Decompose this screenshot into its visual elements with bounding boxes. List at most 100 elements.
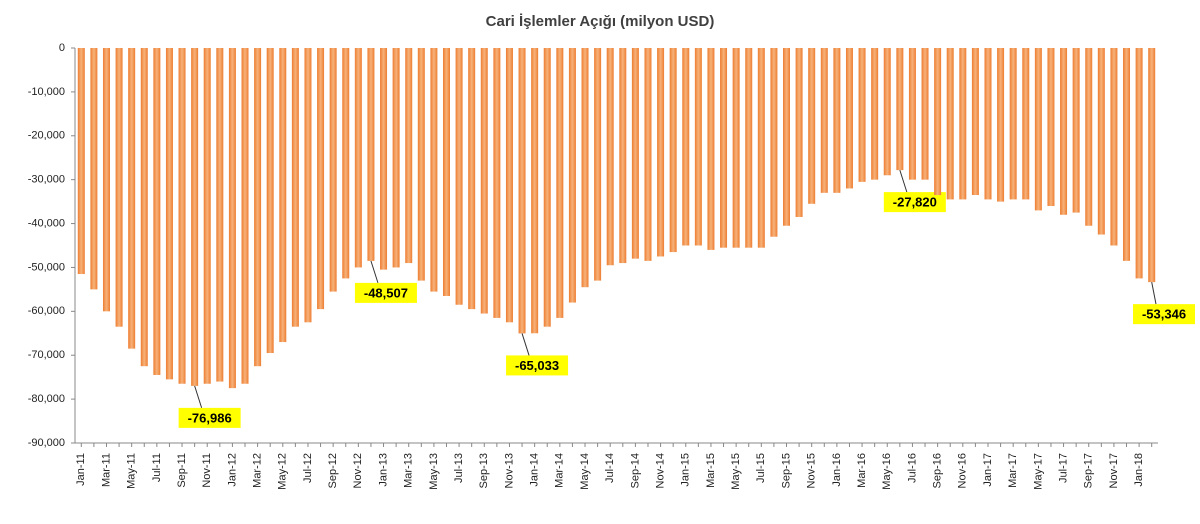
bar — [342, 48, 350, 279]
x-tick-label: May-16 — [881, 453, 893, 490]
bar — [468, 48, 476, 310]
bar — [631, 48, 639, 259]
bar — [858, 48, 866, 182]
y-tick-label: -20,000 — [28, 130, 65, 142]
bar — [228, 48, 236, 389]
bar — [845, 48, 853, 189]
bar — [266, 48, 274, 354]
bar — [808, 48, 816, 204]
bar — [1097, 48, 1105, 235]
bar — [770, 48, 778, 237]
bar — [568, 48, 576, 303]
bar — [128, 48, 136, 349]
bar — [745, 48, 753, 248]
bar — [480, 48, 488, 314]
x-tick-label: Jan-11 — [75, 453, 87, 486]
leader-line — [1151, 282, 1157, 305]
bar — [669, 48, 677, 253]
bar — [820, 48, 828, 193]
leader-line — [899, 169, 908, 193]
bar — [430, 48, 438, 292]
bar — [946, 48, 954, 200]
y-tick-label: 0 — [59, 42, 65, 54]
label-box — [178, 407, 241, 428]
value-label: -48,507 — [364, 285, 408, 300]
x-tick-label: Mar-17 — [1007, 453, 1019, 488]
bar — [1022, 48, 1030, 200]
bar — [392, 48, 400, 268]
bar — [279, 48, 287, 343]
bar — [997, 48, 1005, 202]
bar — [921, 48, 929, 180]
bar — [556, 48, 564, 318]
bar — [984, 48, 992, 200]
bar — [1110, 48, 1118, 246]
bar — [795, 48, 803, 217]
bar — [732, 48, 740, 248]
x-tick-label: Jan-13 — [377, 453, 389, 487]
bar — [102, 48, 110, 312]
x-tick-label: Jan-16 — [831, 453, 843, 487]
bar — [518, 48, 526, 334]
bar — [783, 48, 791, 226]
value-label: -76,986 — [188, 410, 232, 425]
x-tick-label: Sep-17 — [1083, 453, 1095, 488]
x-tick-label: Mar-12 — [252, 453, 264, 488]
label-box — [1133, 304, 1195, 325]
x-tick-label: Nov-15 — [806, 453, 818, 488]
bar — [707, 48, 715, 250]
value-label: -53,346 — [1142, 307, 1186, 322]
bar — [191, 48, 199, 386]
bar — [254, 48, 262, 367]
x-tick-label: May-14 — [579, 453, 591, 490]
bar — [1047, 48, 1055, 206]
y-tick-label: -40,000 — [28, 217, 65, 229]
bar — [115, 48, 123, 327]
x-tick-label: Nov-11 — [201, 453, 213, 488]
x-tick-label: Jul-14 — [604, 453, 616, 483]
x-tick-label: Sep-11 — [176, 453, 188, 488]
bar — [317, 48, 325, 310]
y-tick-label: -50,000 — [28, 261, 65, 273]
x-tick-label: May-15 — [730, 453, 742, 490]
bar — [505, 48, 513, 323]
bar — [380, 48, 388, 270]
bar — [694, 48, 702, 246]
y-tick-label: -30,000 — [28, 174, 65, 186]
bar — [1085, 48, 1093, 226]
x-tick-label: Mar-15 — [705, 453, 717, 488]
x-tick-label: Nov-12 — [352, 453, 364, 488]
bar — [1148, 48, 1156, 283]
bar — [1135, 48, 1143, 279]
bar — [908, 48, 916, 180]
bar — [90, 48, 98, 290]
bar — [304, 48, 312, 323]
bar — [959, 48, 967, 200]
value-label: -27,820 — [893, 195, 937, 210]
y-tick-label: -10,000 — [28, 86, 65, 98]
x-tick-label: Nov-16 — [957, 453, 969, 488]
bar — [329, 48, 337, 292]
bar — [178, 48, 186, 384]
bar — [606, 48, 614, 266]
bar — [682, 48, 690, 246]
bar — [657, 48, 665, 257]
x-tick-label: Jan-12 — [226, 453, 238, 487]
x-tick-label: Jan-15 — [680, 453, 692, 487]
bar — [757, 48, 765, 248]
bar — [644, 48, 652, 261]
x-tick-label: Nov-13 — [503, 453, 515, 488]
bar — [493, 48, 501, 318]
bar — [216, 48, 224, 382]
x-tick-label: Jul-11 — [151, 453, 163, 482]
bar — [720, 48, 728, 248]
bar — [241, 48, 249, 384]
bar — [77, 48, 85, 275]
bar — [455, 48, 463, 305]
x-tick-label: Sep-15 — [780, 453, 792, 488]
x-tick-label: Sep-14 — [629, 453, 641, 488]
leader-line — [370, 260, 379, 284]
x-tick-label: May-11 — [126, 453, 138, 489]
bar — [1072, 48, 1080, 213]
x-tick-label: Mar-11 — [100, 453, 112, 487]
